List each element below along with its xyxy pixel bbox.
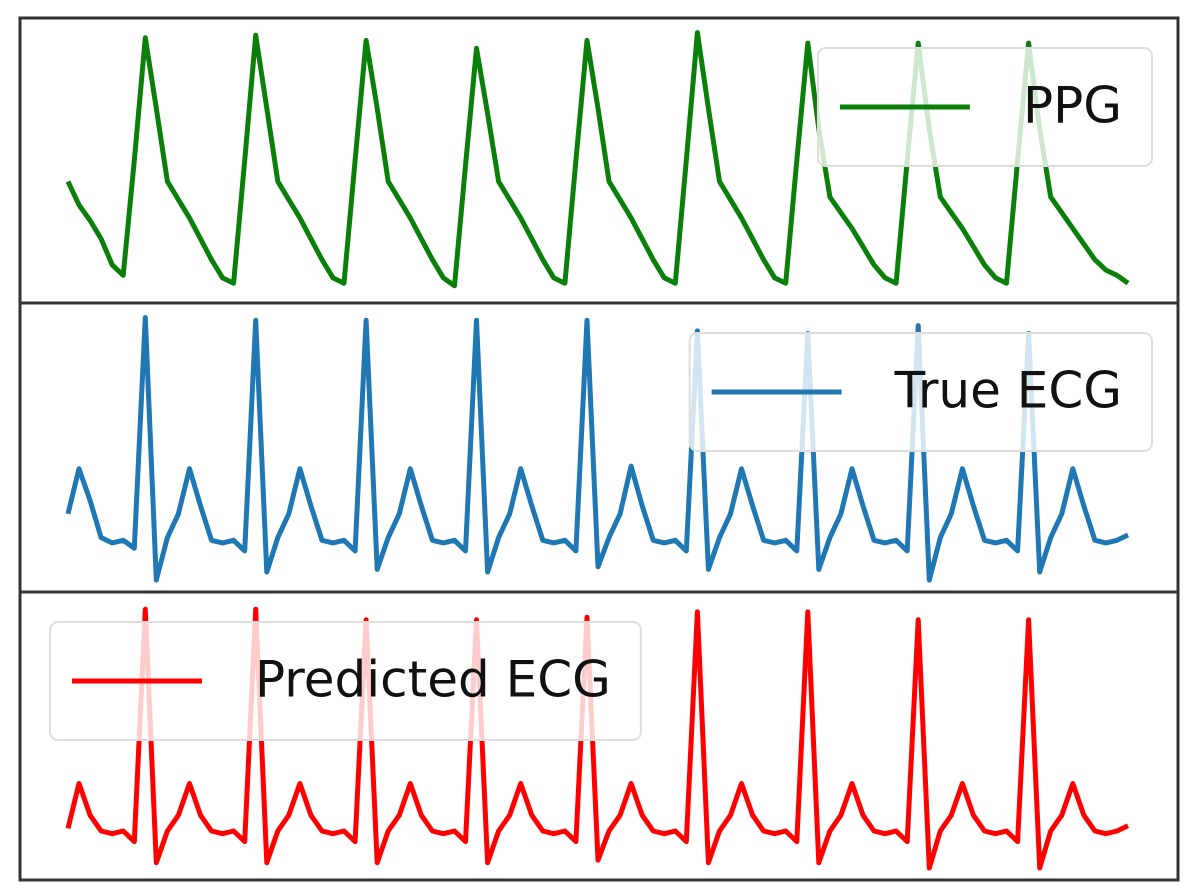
data-line [65,606,1130,871]
legend-box [49,621,642,741]
data-line [65,315,1130,583]
legend-label: Predicted ECG [255,651,611,709]
legend-label: True ECG [894,362,1122,420]
legend-box [688,332,1153,452]
legend-box [816,47,1153,167]
data-line [65,30,1130,289]
legend-label: PPG [1023,77,1122,135]
